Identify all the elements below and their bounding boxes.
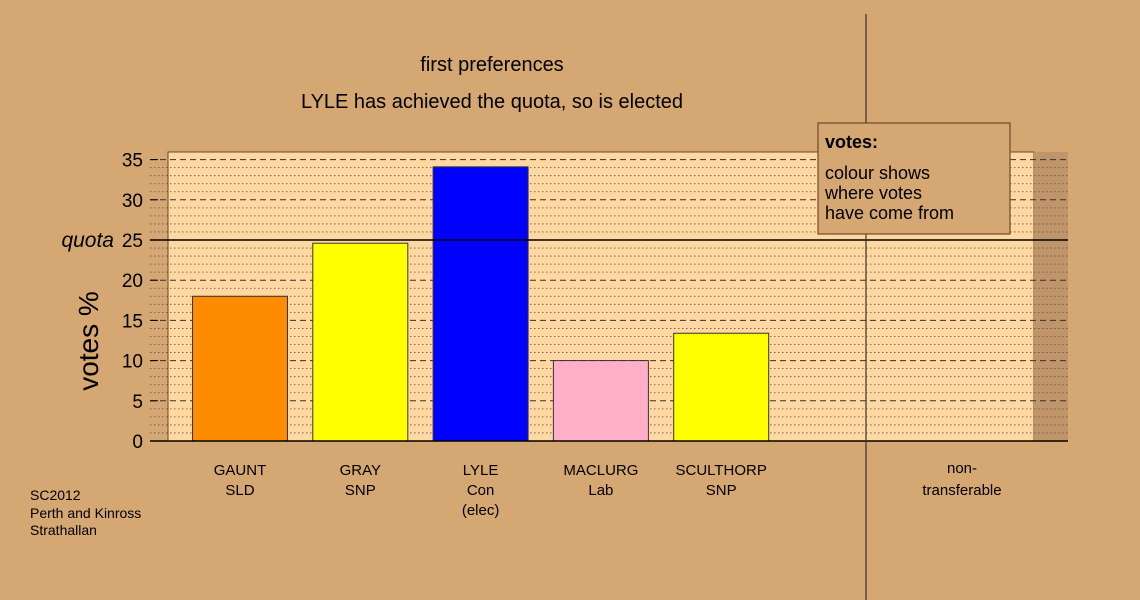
bar (552, 360, 649, 442)
bars (192, 166, 770, 442)
bar (312, 242, 409, 442)
y-ticks: 0 5 10 15 20 25 30 35 (122, 151, 158, 453)
legend-line-3: have come from (825, 203, 954, 223)
category-label: Con (467, 482, 495, 499)
footer-line-1: SC2012 (30, 487, 81, 503)
y-tick-label: 25 (122, 231, 143, 252)
legend-line-2: where votes (824, 183, 922, 203)
category-label: (elec) (462, 502, 500, 519)
bar (192, 295, 288, 442)
quota-label: quota (61, 229, 114, 252)
major-gridlines (150, 159, 1068, 402)
y-tick-label: 35 (122, 151, 143, 172)
category-label: SNP (706, 482, 737, 499)
y-tick-label: 30 (122, 191, 143, 212)
bar (673, 332, 770, 442)
category-label: LYLE (463, 462, 499, 479)
category-label: SNP (345, 482, 376, 499)
nontransferable-label: non- (947, 460, 977, 477)
footer-line-2: Perth and Kinross (30, 505, 141, 521)
chart-subtitle: LYLE has achieved the quota, so is elect… (301, 91, 683, 113)
nontransferable-label: transferable (922, 482, 1001, 499)
legend-line-1: colour shows (825, 163, 930, 183)
category-label: GAUNT (214, 462, 267, 479)
bar (432, 166, 529, 442)
legend-box (817, 122, 1011, 235)
y-axis-label: votes % (73, 291, 104, 391)
category-label: MACLURG (563, 462, 638, 479)
category-label: Lab (588, 482, 613, 499)
footer-line-3: Strathallan (30, 522, 97, 538)
legend-title: votes: (825, 132, 878, 152)
category-label: GRAY (340, 462, 381, 479)
category-labels: GAUNT SLD GRAY SNP LYLE Con (elec) MACLURG Lab SC… (214, 460, 1002, 519)
y-tick-label: 5 (132, 392, 143, 413)
chart-title: first preferences (420, 54, 563, 76)
y-tick-label: 0 (132, 432, 143, 453)
category-label: SCULTHORP (675, 462, 766, 479)
y-tick-label: 15 (122, 311, 143, 332)
legend: votes: colour shows where votes have com… (817, 122, 1011, 235)
y-tick-label: 10 (122, 352, 143, 373)
category-label: SLD (225, 482, 254, 499)
y-tick-label: 20 (122, 271, 143, 292)
